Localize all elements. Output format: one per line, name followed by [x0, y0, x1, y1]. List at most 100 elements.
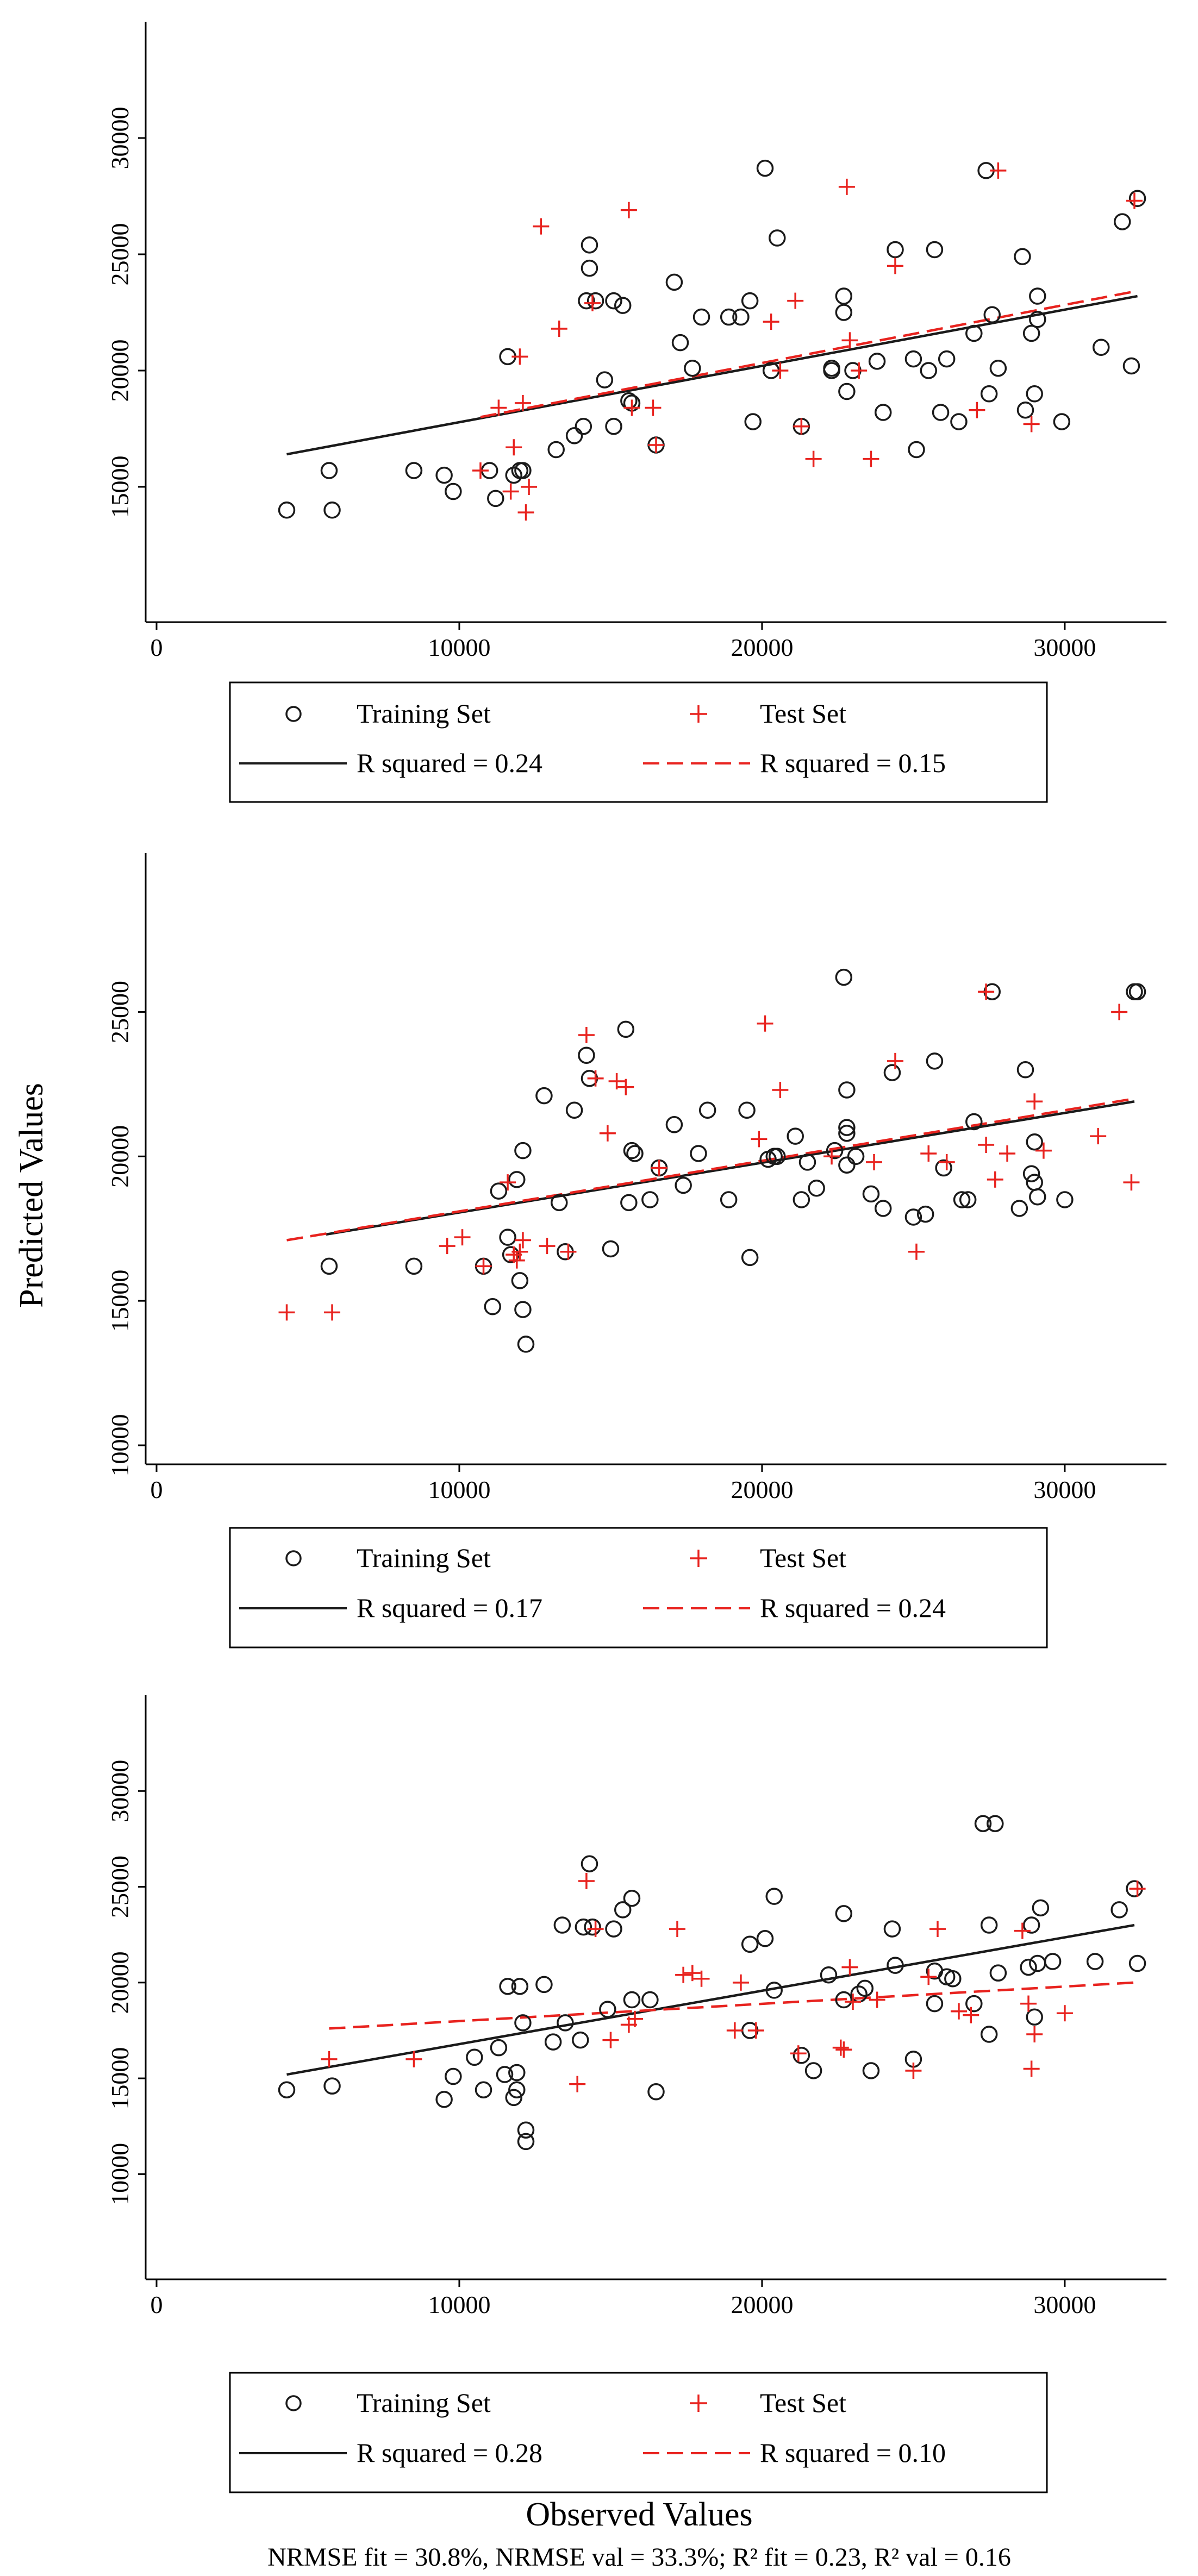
x-tick-label: 0 — [151, 2291, 163, 2318]
training-point — [987, 1815, 1004, 1832]
legend-test-fit-label: R squared = 0.10 — [760, 2437, 946, 2468]
test-point — [772, 1082, 789, 1098]
test-point — [1090, 1128, 1107, 1145]
test-point — [726, 2022, 743, 2039]
training-point — [614, 297, 632, 314]
training-point — [732, 308, 750, 326]
training-point — [623, 1889, 641, 1907]
training-point — [278, 2081, 296, 2098]
training-point — [641, 1991, 659, 2009]
legend-1: Training Set Test Set R squared = 0.24 R… — [229, 681, 1048, 803]
x-tick-label: 0 — [151, 634, 163, 661]
training-point — [965, 1113, 983, 1131]
training-point — [505, 2089, 522, 2107]
y-tick-label: 15000 — [106, 456, 134, 518]
training-point — [835, 968, 853, 986]
training-point — [557, 2014, 574, 2032]
test-point — [578, 1872, 595, 1889]
training-point — [741, 292, 759, 310]
training-point — [1022, 1165, 1040, 1182]
training-point — [1010, 1200, 1028, 1217]
y-tick-label: 15000 — [106, 1270, 134, 1332]
training-point — [690, 1145, 707, 1162]
training-point — [435, 466, 453, 484]
training-point — [765, 1888, 783, 1905]
training-point — [1128, 1954, 1146, 1972]
training-point — [847, 1148, 865, 1165]
test-point — [511, 1243, 528, 1260]
test-point — [751, 1131, 768, 1148]
y-tick-label: 30000 — [106, 1760, 134, 1822]
test-point — [838, 178, 855, 195]
test-point — [514, 394, 531, 411]
legend-test-label: Test Set — [760, 698, 846, 729]
legend-2: Training Set Test Set R squared = 0.17 R… — [229, 1527, 1048, 1649]
training-point — [1022, 324, 1040, 342]
training-point — [808, 1180, 825, 1197]
training-point — [838, 1156, 856, 1174]
test-point — [472, 462, 489, 479]
training-point — [904, 1208, 922, 1226]
test-point — [920, 1145, 937, 1162]
training-point — [620, 1194, 638, 1212]
training-point — [1056, 1191, 1074, 1208]
training-point — [1086, 1953, 1104, 1970]
training-point — [926, 1052, 944, 1070]
training-point — [487, 490, 504, 507]
test-point — [987, 1171, 1003, 1188]
training-point — [484, 1298, 501, 1315]
test-point — [832, 2039, 849, 2056]
training-point — [547, 441, 565, 459]
training-point — [665, 273, 683, 291]
test-point — [1026, 2026, 1043, 2042]
test-point — [950, 2003, 967, 2020]
y-tick-label: 25000 — [106, 223, 134, 286]
test-point — [551, 320, 567, 337]
training-point — [445, 2067, 462, 2085]
x-tick-label: 30000 — [1033, 2291, 1096, 2318]
training-point — [1053, 413, 1071, 430]
legend-training-fit-label: R squared = 0.28 — [357, 2437, 542, 2468]
training-point — [575, 417, 592, 435]
training-point — [756, 1929, 774, 1947]
test-point — [1014, 1922, 1031, 1939]
test-point — [560, 1243, 577, 1260]
training-point — [514, 462, 532, 479]
training-point — [490, 2039, 508, 2057]
x-tick-label: 20000 — [731, 2291, 793, 2318]
training-point — [617, 1020, 635, 1038]
y-tick-label: 10000 — [106, 2143, 134, 2205]
training-point — [950, 413, 968, 430]
training-point — [602, 1240, 620, 1258]
test-point — [278, 1304, 295, 1321]
test-point — [969, 402, 985, 418]
test-point — [608, 1073, 625, 1090]
training-point — [508, 2081, 526, 2098]
training-point — [575, 1918, 592, 1936]
test-point — [521, 479, 538, 495]
test-point — [920, 1969, 937, 1985]
scatter-panel-2: 10000 15000 20000 25000 0 10000 20000 30000 — [106, 853, 1166, 1503]
legend-training-marker — [285, 2395, 302, 2411]
training-point — [959, 1191, 977, 1208]
training-point — [769, 229, 786, 247]
training-point — [904, 350, 922, 368]
test-point — [569, 2076, 586, 2092]
test-point — [439, 1238, 456, 1255]
test-point — [684, 1965, 701, 1982]
test-point — [475, 1258, 492, 1275]
training-point — [883, 1920, 901, 1938]
figure-caption: NRMSE fit = 30.8%, NRMSE val = 33.3%; R²… — [267, 2543, 1011, 2572]
training-point — [926, 241, 944, 259]
x-tick-label: 30000 — [1033, 634, 1096, 661]
y-tick-label: 20000 — [106, 1125, 134, 1188]
test-point — [454, 1229, 471, 1246]
training-point — [508, 1171, 526, 1188]
test-point — [645, 399, 662, 416]
training-point — [1128, 983, 1146, 1000]
training-point — [1032, 1899, 1050, 1917]
test-point — [978, 983, 995, 1000]
training-point — [793, 2047, 810, 2064]
training-point — [838, 1081, 856, 1099]
test-point — [627, 2010, 644, 2027]
